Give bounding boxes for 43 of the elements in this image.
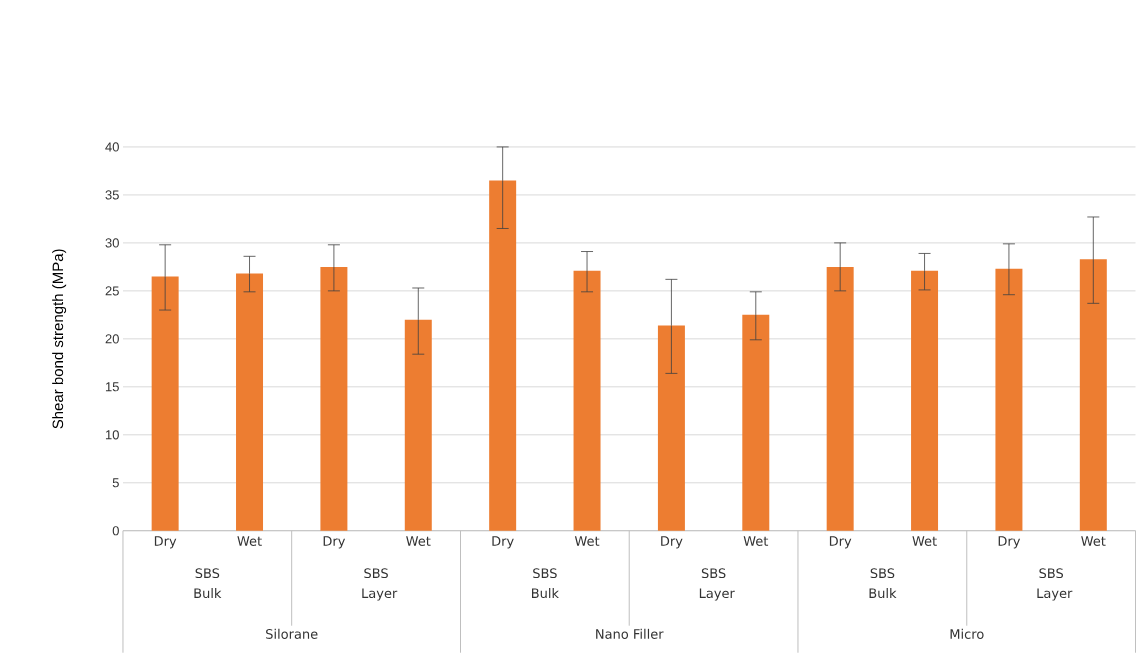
y-tick-label: 20 (105, 334, 119, 344)
bar (151, 276, 179, 531)
x-tick-label: Dry (492, 536, 514, 549)
bar (1079, 259, 1107, 531)
bar (742, 315, 770, 531)
y-tick-label: 15 (105, 382, 119, 392)
x-tick-label: Wet (237, 536, 262, 547)
y-axis-title: Shear bond strength (MPa) (52, 249, 67, 429)
bar (911, 270, 939, 531)
bar (826, 267, 854, 531)
x-tick-label: Wet (1081, 536, 1106, 547)
bar (404, 319, 432, 531)
y-tick-label: 5 (112, 478, 119, 488)
text: SBS Layer (1037, 568, 1073, 601)
x-tick-label: Dry (998, 536, 1021, 549)
bar (995, 268, 1023, 531)
y-tick-label: 40 (105, 142, 119, 152)
x-tick-label: Wet (912, 536, 937, 547)
x-tick-label: Dry (829, 536, 852, 549)
y-tick-label: 35 (105, 190, 119, 200)
text: SBS Layer (699, 568, 735, 601)
x-tick-label: Dry (154, 536, 177, 549)
y-tick-label: 0 (112, 526, 119, 536)
x-tick-label: Dry (661, 536, 683, 549)
y-tick-label: 25 (105, 286, 119, 296)
bar (573, 270, 601, 531)
text: SBS Bulk (194, 568, 222, 599)
x-tick-label: Dry (323, 536, 346, 549)
bar (657, 325, 685, 531)
x-tick-label: Wet (574, 536, 600, 547)
text: SBS Bulk (869, 568, 897, 599)
y-tick-label: 30 (105, 238, 119, 248)
bar (489, 180, 517, 531)
text: Silorane (266, 628, 318, 640)
text: Nano Filler (596, 628, 664, 640)
bar (236, 273, 264, 531)
y-tick-label: 10 (105, 430, 119, 440)
text: SBS Bulk (532, 568, 559, 599)
x-tick-label: Wet (743, 536, 769, 547)
bar (320, 267, 348, 531)
x-tick-label: Wet (406, 536, 431, 547)
text: SBS Layer (362, 568, 398, 601)
text: Micro (950, 628, 984, 640)
